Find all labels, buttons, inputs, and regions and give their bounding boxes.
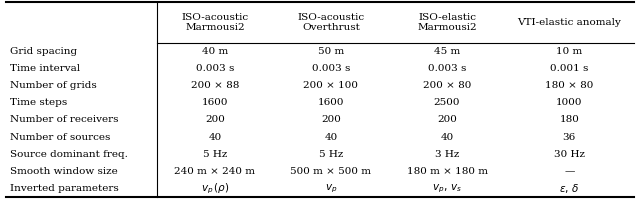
Text: 40: 40 [208, 133, 221, 142]
Text: ISO-acoustic
Overthrust: ISO-acoustic Overthrust [298, 13, 365, 32]
Text: Time interval: Time interval [10, 64, 79, 73]
Text: $\epsilon,\,\delta$: $\epsilon,\,\delta$ [559, 182, 580, 195]
Text: 10 m: 10 m [556, 47, 582, 56]
Text: 200 × 100: 200 × 100 [303, 81, 358, 90]
Text: 200 × 80: 200 × 80 [423, 81, 471, 90]
Text: Source dominant freq.: Source dominant freq. [10, 150, 127, 159]
Text: $v_p,\,v_s$: $v_p,\,v_s$ [432, 182, 462, 195]
Text: 40: 40 [324, 133, 338, 142]
Text: 1600: 1600 [317, 98, 344, 107]
Text: 3 Hz: 3 Hz [435, 150, 459, 159]
Text: 30 Hz: 30 Hz [554, 150, 585, 159]
Text: 0.001 s: 0.001 s [550, 64, 589, 73]
Text: 200 × 88: 200 × 88 [191, 81, 239, 90]
Text: 5 Hz: 5 Hz [319, 150, 343, 159]
Text: ISO-acoustic
Marmousi2: ISO-acoustic Marmousi2 [181, 13, 248, 32]
Text: 1000: 1000 [556, 98, 582, 107]
Text: 40: 40 [440, 133, 454, 142]
Text: 500 m × 500 m: 500 m × 500 m [291, 167, 371, 176]
Text: 40 m: 40 m [202, 47, 228, 56]
Text: 240 m × 240 m: 240 m × 240 m [175, 167, 255, 176]
Text: 2500: 2500 [434, 98, 460, 107]
Text: ISO-elastic
Marmousi2: ISO-elastic Marmousi2 [417, 13, 477, 32]
Text: 1600: 1600 [202, 98, 228, 107]
Text: Number of receivers: Number of receivers [10, 115, 118, 125]
Text: 50 m: 50 m [318, 47, 344, 56]
Text: Inverted parameters: Inverted parameters [10, 184, 118, 193]
Text: 0.003 s: 0.003 s [428, 64, 466, 73]
Text: Number of sources: Number of sources [10, 133, 110, 142]
Text: 200: 200 [321, 115, 341, 125]
Text: $v_p\,(\rho)$: $v_p\,(\rho)$ [201, 181, 229, 196]
Text: 0.003 s: 0.003 s [196, 64, 234, 73]
Text: $v_p$: $v_p$ [324, 182, 337, 195]
Text: Number of grids: Number of grids [10, 81, 96, 90]
Text: Grid spacing: Grid spacing [10, 47, 77, 56]
Text: —: — [564, 167, 575, 176]
Text: Smooth window size: Smooth window size [10, 167, 117, 176]
Text: 180: 180 [559, 115, 579, 125]
Text: Time steps: Time steps [10, 98, 67, 107]
Text: 180 m × 180 m: 180 m × 180 m [406, 167, 488, 176]
Text: 200: 200 [437, 115, 457, 125]
Text: VTI-elastic anomaly: VTI-elastic anomaly [517, 18, 621, 27]
Text: 45 m: 45 m [434, 47, 460, 56]
Text: 200: 200 [205, 115, 225, 125]
Text: 36: 36 [563, 133, 576, 142]
Text: 5 Hz: 5 Hz [203, 150, 227, 159]
Text: 180 × 80: 180 × 80 [545, 81, 593, 90]
Text: 0.003 s: 0.003 s [312, 64, 350, 73]
